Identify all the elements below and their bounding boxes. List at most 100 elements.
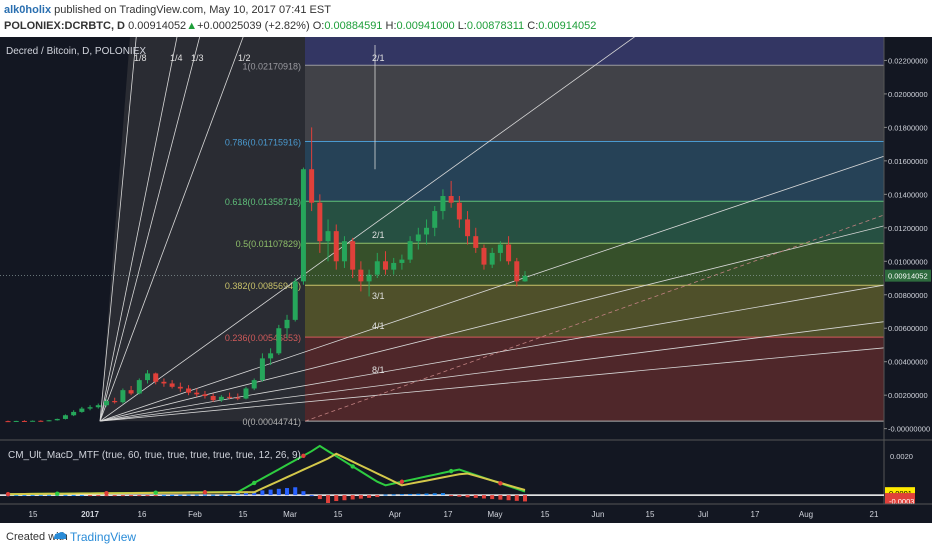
fib-level-label: 0.786(0.01715916): [225, 137, 301, 147]
high-label: H:: [385, 20, 397, 32]
candle-body: [514, 261, 520, 282]
publish-info: published on TradingView.com, May 10, 20…: [54, 4, 331, 16]
macd-hist-bar: [367, 495, 372, 498]
macd-hist-bar: [473, 495, 478, 498]
macd-hist-bar: [137, 495, 142, 497]
price-axis[interactable]: 0.02200000 0.02000000 0.01800000 0.01600000…: [0, 37, 932, 523]
macd-hist-bar: [523, 495, 527, 502]
macd-hist-bar: [30, 494, 35, 496]
macd-hist-bar: [317, 495, 322, 500]
fan-line: [99, 0, 185, 422]
high-value: 0.00941000: [396, 20, 455, 32]
macd-hist-bar: [79, 495, 84, 497]
macd-cross-dot: [448, 468, 454, 474]
macd-cross-dot: [399, 479, 405, 484]
gann-label: 2/1: [372, 230, 385, 240]
fib-zone: [305, 65, 884, 142]
fan-line: [99, 342, 932, 422]
fib-level-label: 0.382(0.00856940): [225, 281, 301, 291]
macd-hist-bar: [326, 495, 331, 503]
macd-hist-bar: [342, 495, 347, 501]
y-tick-label: 0.00400000: [888, 358, 928, 367]
gann-label: 1/4: [170, 53, 183, 63]
x-tick-label: 2017: [81, 510, 99, 519]
candle-body: [382, 261, 388, 270]
macd-hist-bar: [383, 494, 388, 496]
fib-level-label: 0.618(0.01358718): [225, 197, 301, 207]
candle-body: [415, 234, 421, 242]
fib-retracement[interactable]: 0.5(0.01107829) 0.618(0.01358718) 0.786(0.…: [100, 37, 884, 427]
macd-hist-bar: [432, 493, 437, 496]
macd-hist-bar: [47, 494, 52, 496]
chart-area[interactable]: 0.5(0.01107829) 0.618(0.01358718) 0.786(0.…: [0, 0, 932, 523]
candle-body: [120, 390, 126, 403]
candles: [0, 127, 884, 423]
gann-label: 1/3: [191, 53, 204, 63]
fan-line: [99, 0, 258, 422]
author-link[interactable]: alk0holix: [4, 4, 52, 16]
gann-label: 2/1: [372, 53, 385, 63]
candle-body: [145, 373, 151, 381]
macd-hist-bar: [235, 492, 240, 496]
candle-body: [424, 227, 430, 235]
candle-body: [153, 373, 159, 382]
gann-label: 3/1: [372, 291, 385, 301]
candle-body: [235, 397, 241, 399]
macd-cross-dot: [5, 491, 11, 497]
y-tick-label: 0.00800000: [888, 291, 928, 300]
fan-line: [99, 0, 687, 422]
candle-body: [333, 231, 339, 262]
fib-level-label: 1(0.02170918): [242, 61, 301, 71]
macd-hist-bar: [170, 494, 175, 496]
candle-body: [38, 420, 44, 422]
macd-hist-bar: [350, 495, 355, 500]
fan-line: [99, 213, 932, 422]
candle-body: [169, 383, 175, 387]
macd-value-tag: [885, 495, 915, 507]
candle-body: [46, 420, 52, 422]
candle-body: [284, 319, 290, 329]
tradingview-brand[interactable]: TradingView: [70, 530, 137, 544]
candle-body: [391, 262, 397, 270]
footer: Created with TradingView: [0, 523, 932, 550]
candle-body: [136, 380, 142, 394]
candle-body: [440, 196, 446, 212]
candle-body: [103, 401, 109, 406]
gann-fan[interactable]: 1/8 1/4 1/3 1/2 2/1 3/1 4/1 8/1 2/1: [99, 0, 932, 422]
tradingview-logo-icon: [54, 532, 67, 539]
macd-hist-bar: [440, 493, 445, 496]
macd-hist-bar: [375, 495, 380, 498]
macd-hist-bar: [498, 495, 503, 500]
chart-title: Decred / Bitcoin, D, POLONIEX: [6, 46, 146, 57]
fan-line: [99, 0, 210, 422]
candle-body: [95, 405, 101, 408]
candle-body: [186, 388, 192, 393]
macd-hist-bar: [416, 493, 421, 496]
candle-body: [292, 281, 298, 320]
last-price-tag: [885, 269, 931, 282]
x-tick-label: Feb: [188, 510, 202, 519]
price-chart-svg[interactable]: 0.5(0.01107829) 0.618(0.01358718) 0.786(0.…: [0, 0, 932, 523]
symbol-label: POLONIEX:DCRBTC, D: [4, 20, 125, 32]
macd-hist-bar: [457, 495, 462, 497]
candle-body: [432, 211, 438, 228]
macd-cross-dot: [153, 490, 158, 495]
macd-hist-bar: [178, 494, 183, 496]
macd-hist-bar: [268, 489, 273, 496]
candle-body: [374, 261, 380, 275]
candle-body: [276, 328, 282, 354]
fan-line: [99, 139, 932, 422]
time-axis[interactable]: 15 2017 16 Feb 15 Mar 15 Apr 17 May 15 Jun 15 Jul 17 Au…: [0, 503, 932, 523]
x-tick-label: 21: [870, 510, 879, 519]
macd-cross-dot: [251, 480, 257, 486]
macd-hist-bar: [153, 495, 158, 497]
x-tick-label: May: [487, 510, 502, 519]
x-tick-label: 15: [646, 510, 655, 519]
fib-level-label: 0.5(0.01107829): [236, 239, 301, 249]
candle-body: [161, 381, 167, 384]
candle-body: [465, 219, 471, 237]
macd-hist-bar: [14, 495, 19, 497]
x-tick-label: 15: [334, 510, 343, 519]
gann-label: 1/8: [134, 53, 147, 63]
macd-hist-bar: [358, 495, 363, 499]
